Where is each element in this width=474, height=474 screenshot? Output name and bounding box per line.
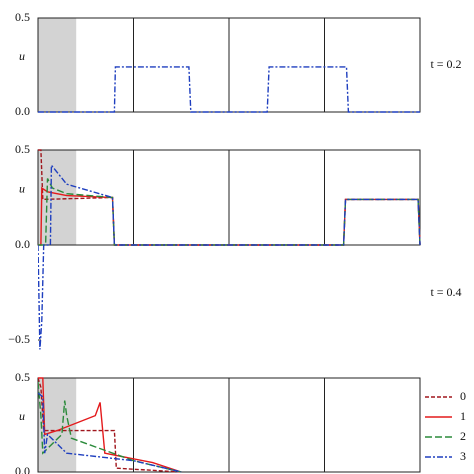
y-axis-label: u	[19, 49, 25, 63]
frame	[37, 377, 421, 473]
data-line	[38, 392, 182, 473]
data-line	[38, 381, 182, 473]
legend-label: 0	[460, 389, 466, 403]
y-tick-label: 0.0	[15, 237, 30, 251]
legend-label: 2	[460, 429, 466, 443]
data-line	[38, 178, 421, 246]
legend-label: 3	[460, 449, 466, 463]
data-line	[38, 66, 420, 113]
y-tick-label: 0.5	[15, 10, 30, 24]
y-tick-label: 0.5	[15, 370, 30, 384]
shaded-region	[38, 150, 77, 245]
annotation: t = 0.2	[430, 57, 461, 71]
y-tick-label: 0.0	[15, 104, 30, 118]
y-axis-label: u	[19, 409, 25, 423]
shaded-region	[38, 18, 77, 112]
y-axis-label: u	[19, 182, 25, 196]
annotation: t = 0.4	[430, 285, 461, 299]
legend-label: 1	[460, 409, 466, 423]
data-line	[38, 163, 421, 350]
y-tick-label: 0.0	[15, 464, 30, 474]
y-tick-label: −0.5	[8, 332, 30, 346]
y-tick-label: 0.5	[15, 142, 30, 156]
data-line	[38, 377, 182, 473]
data-line	[38, 377, 182, 473]
